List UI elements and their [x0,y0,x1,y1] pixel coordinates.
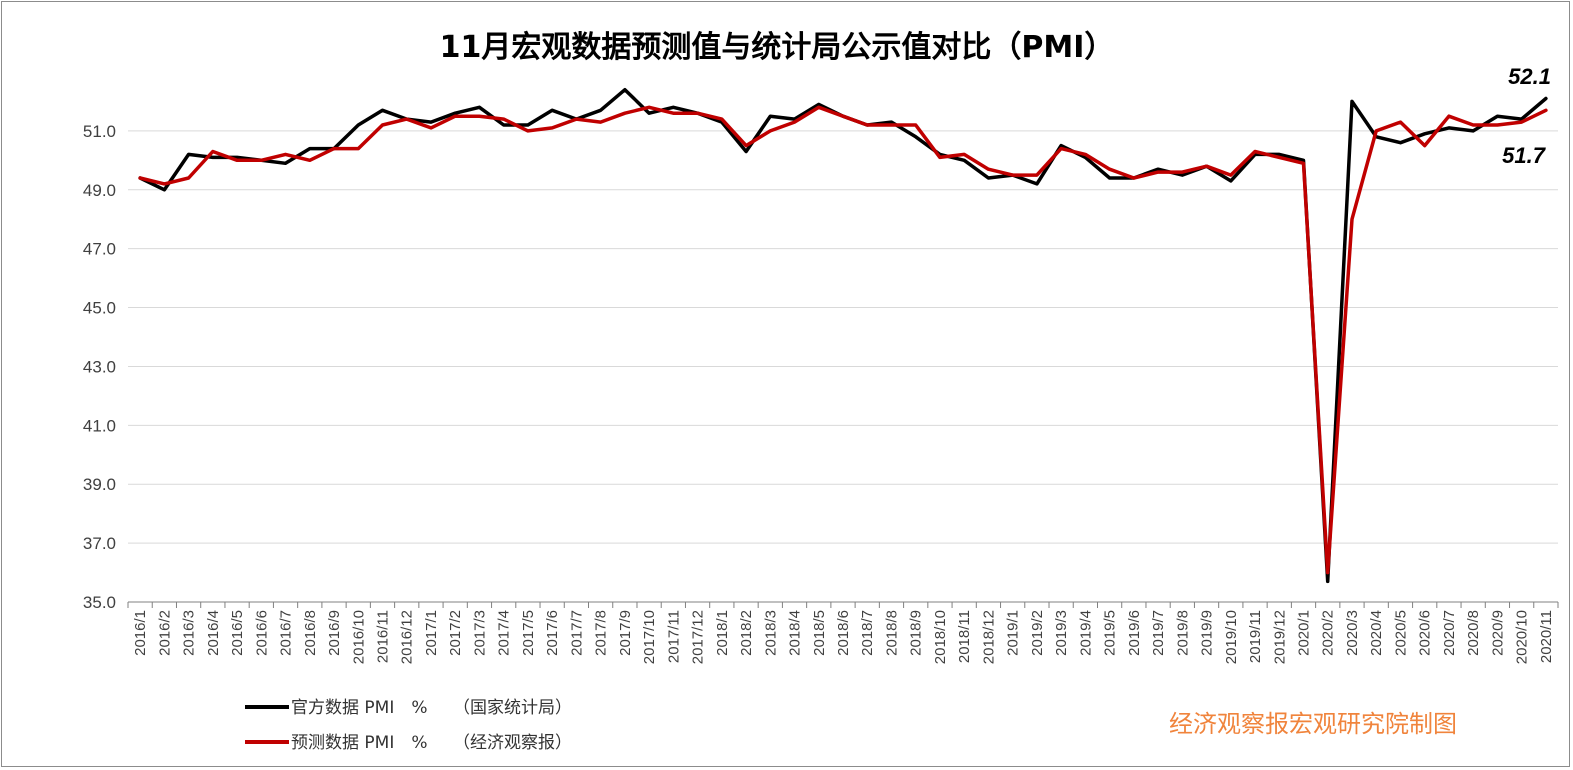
x-tick-label: 2018/12 [980,610,997,664]
x-tick-label: 2018/5 [811,610,828,656]
y-tick-label: 35.0 [83,593,116,612]
x-tick-label: 2020/6 [1417,610,1434,656]
x-tick-label: 2017/5 [520,610,537,656]
x-tick-label: 2017/8 [593,610,610,656]
legend: 官方数据 PMI % （国家统计局） 预测数据 PMI % （经济观察报） [245,698,572,753]
x-tick-label: 2020/1 [1296,610,1313,656]
x-tick-label: 2016/2 [156,610,173,656]
series-line-forecast [138,105,1548,575]
x-axis [127,601,1559,608]
x-tick-label: 2017/3 [471,610,488,656]
x-tick-label: 2020/8 [1465,610,1482,656]
series-line-official [138,87,1548,584]
y-tick-label: 39.0 [83,475,116,494]
x-tick-label: 2020/9 [1489,610,1506,656]
data-label-forecast-last: 51.7 [1502,143,1547,168]
x-tick-label: 2019/10 [1223,610,1240,664]
x-tick-label: 2020/11 [1538,610,1555,663]
x-tick-label: 2018/1 [714,610,731,656]
y-tick-label: 47.0 [83,240,116,259]
x-tick-label: 2019/3 [1053,610,1070,656]
legend-label-official: 官方数据 PMI % （国家统计局） [291,698,572,718]
x-tick-label: 2016/9 [326,610,343,656]
x-tick-label: 2016/3 [181,610,198,656]
x-tick-label: 2019/1 [1005,610,1022,656]
y-tick-label: 45.0 [83,299,116,318]
x-tick-label: 2020/7 [1441,610,1458,656]
x-tick-label: 2019/9 [1199,610,1216,656]
x-tick-label: 2017/12 [690,610,707,664]
y-tick-label: 49.0 [83,181,116,200]
x-tick-label: 2019/11 [1247,610,1264,663]
x-tick-label: 2018/6 [835,610,852,656]
x-tick-label: 2018/7 [859,610,876,656]
x-tick-label: 2016/10 [350,610,367,664]
x-tick-label: 2016/6 [253,610,270,656]
x-tick-label: 2016/4 [205,610,222,656]
x-tick-label: 2018/10 [932,610,949,664]
series-lines [138,87,1548,584]
x-tick-label: 2017/6 [544,610,561,656]
x-tick-label: 2019/6 [1126,610,1143,656]
x-tick-label: 2019/4 [1077,610,1094,656]
data-label-official-last: 52.1 [1508,64,1551,89]
y-axis-ticks: 35.0 37.0 39.0 41.0 43.0 45.0 47.0 49.0 51.0 [83,122,116,612]
x-tick-label: 2020/4 [1368,610,1385,656]
x-tick-label: 2016/8 [302,610,319,656]
x-tick-label: 2017/1 [423,610,440,656]
x-tick-label: 2017/10 [641,610,658,664]
credit-text: 经济观察报宏观研究院制图 [1169,710,1457,738]
x-tick-label: 2017/2 [447,610,464,656]
legend-label-forecast: 预测数据 PMI % （经济观察报） [291,733,572,753]
x-tick-label: 2018/8 [883,610,900,656]
x-tick-label: 2016/7 [278,610,295,656]
x-tick-label: 2017/7 [568,610,585,656]
x-tick-label: 2018/3 [762,610,779,656]
x-tick-label: 2017/4 [496,610,513,656]
x-tick-label: 2018/2 [738,610,755,656]
x-tick-label: 2020/5 [1392,610,1409,656]
x-tick-label: 2017/11 [665,610,682,663]
chart-title: 11月宏观数据预测值与统计局公示值对比（PMI） [440,30,1115,65]
y-tick-label: 41.0 [83,416,116,435]
x-tick-label: 2018/9 [908,610,925,656]
x-axis-ticks: 2016/1 2016/2 2016/3 2016/4 2016/5 2016/6 2016… [132,610,1555,664]
x-tick-label: 2016/12 [399,610,416,664]
x-tick-label: 2017/9 [617,610,634,656]
x-tick-label: 2018/4 [787,610,804,656]
y-tick-label: 51.0 [83,122,116,141]
x-tick-label: 2019/7 [1150,610,1167,656]
x-tick-label: 2019/5 [1102,610,1119,656]
x-tick-label: 2020/3 [1344,610,1361,656]
x-tick-label: 2016/5 [229,610,246,656]
x-tick-label: 2016/1 [132,610,149,656]
x-tick-label: 2020/10 [1514,610,1531,664]
y-tick-label: 37.0 [83,534,116,553]
x-tick-label: 2019/2 [1029,610,1046,656]
x-tick-label: 2020/2 [1320,610,1337,656]
x-tick-label: 2019/12 [1271,610,1288,664]
x-tick-label: 2018/11 [956,610,973,663]
gridlines [128,130,1558,544]
x-tick-label: 2019/8 [1174,610,1191,656]
y-tick-label: 43.0 [83,357,116,376]
x-tick-label: 2016/11 [374,610,391,663]
